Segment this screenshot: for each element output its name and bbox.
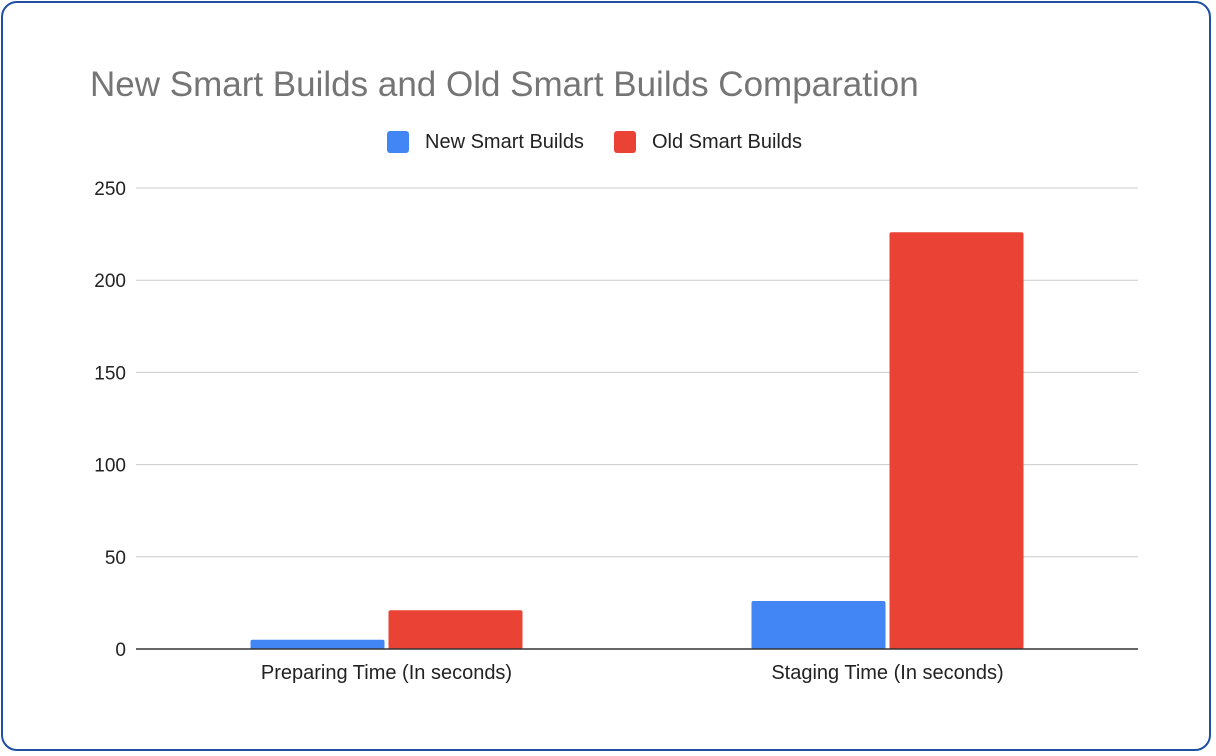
bar-new-smart-builds-0[interactable]: [250, 639, 385, 649]
legend-item-old-smart-builds[interactable]: Old Smart Builds: [613, 130, 802, 154]
x-category-label-1: Staging Time (In seconds): [771, 662, 1003, 684]
y-tick-label-150: 150: [94, 363, 126, 384]
y-tick-label-50: 50: [105, 548, 126, 569]
legend-swatch-old-smart-builds: [613, 131, 636, 153]
bar-old-smart-builds-0[interactable]: [388, 610, 523, 649]
legend-item-new-smart-builds[interactable]: New Smart Builds: [387, 131, 584, 154]
bar-new-smart-builds-1[interactable]: [751, 601, 886, 649]
legend-swatch-new-smart-builds: [387, 131, 409, 153]
x-category-label-0: Preparing Time (In seconds): [261, 662, 512, 684]
y-tick-label-0: 0: [115, 640, 126, 661]
legend-label-old-smart-builds: Old Smart Builds: [651, 130, 802, 153]
chart-title: New Smart Builds and Old Smart Builds Co…: [90, 65, 919, 104]
bar-old-smart-builds-1[interactable]: [889, 232, 1024, 650]
y-tick-label-100: 100: [94, 456, 126, 477]
y-tick-label-250: 250: [94, 179, 126, 200]
legend-label-new-smart-builds: New Smart Builds: [425, 130, 584, 153]
y-tick-label-200: 200: [94, 271, 126, 292]
chart-legend: New Smart Builds Old Smart Builds: [387, 129, 832, 155]
